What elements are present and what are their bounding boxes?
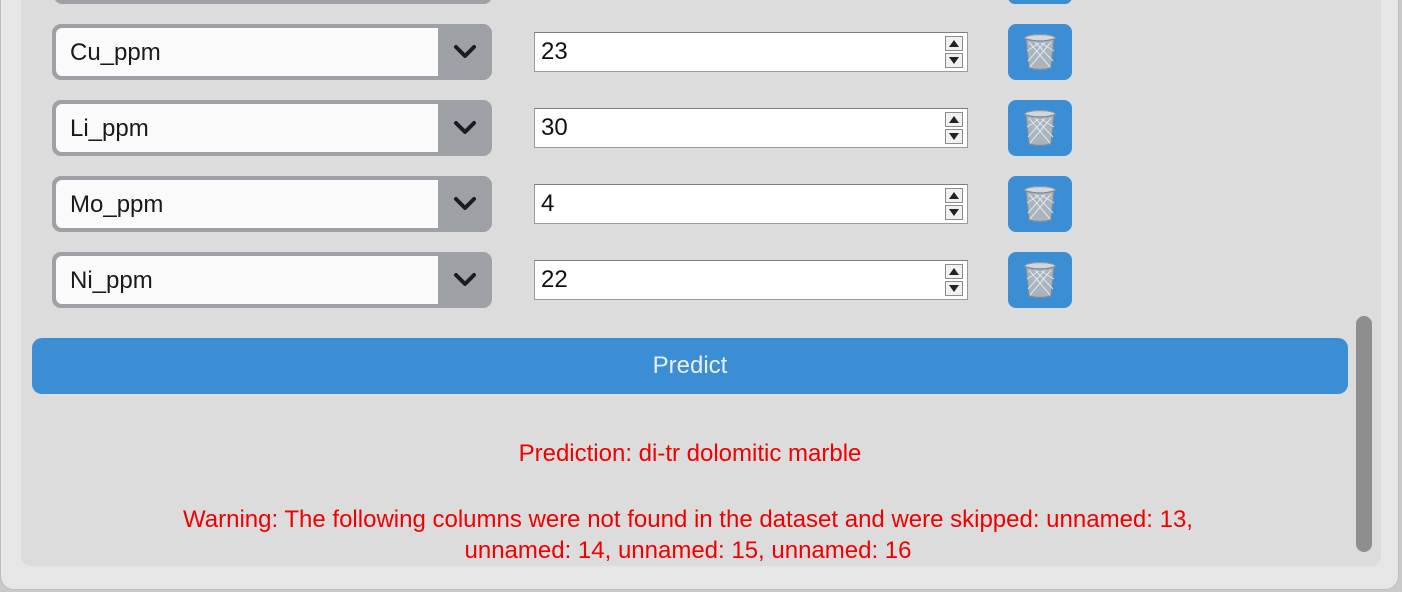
warning-message: Warning: The following columns were not … [100,504,1276,566]
predict-button[interactable]: Predict [32,338,1348,394]
feature-row: Mo_ppm 4 [0,176,1402,232]
delete-button[interactable] [1008,100,1072,156]
trash-icon [1024,109,1056,147]
arrow-down-icon[interactable] [945,53,963,68]
select-field: Ni_ppm [56,256,438,304]
select-value: Ni_ppm [70,267,153,294]
delete-button[interactable] [1008,252,1072,308]
trash-icon [1024,261,1056,299]
column-select[interactable]: Li_ppm [52,100,492,156]
warning-line: Warning: The following columns were not … [183,506,1193,533]
partial-delete-button[interactable] [1008,0,1072,4]
select-field: Cu_ppm [56,28,438,76]
trash-icon [1024,185,1056,223]
select-value: Mo_ppm [70,191,164,218]
prediction-text: Prediction: di-tr dolomitic marble [518,440,862,467]
partial-column-select[interactable] [54,0,492,4]
arrow-up-icon[interactable] [945,112,963,127]
column-select[interactable]: Mo_ppm [52,176,492,232]
select-field: Mo_ppm [56,180,438,228]
value-input[interactable]: 22 [541,266,568,293]
select-value: Cu_ppm [70,39,161,66]
arrow-up-icon[interactable] [945,264,963,279]
warning-line: unnamed: 14, unnamed: 15, unnamed: 16 [464,537,912,564]
feature-row: Ni_ppm 22 [0,252,1402,308]
stepper[interactable] [945,264,963,296]
stepper[interactable] [945,112,963,144]
arrow-up-icon[interactable] [945,188,963,203]
value-input[interactable]: 23 [541,38,568,65]
column-select[interactable]: Ni_ppm [52,252,492,308]
chevron-down-icon[interactable] [438,176,492,232]
value-spinbox[interactable]: 4 [534,184,968,224]
delete-button[interactable] [1008,176,1072,232]
arrow-down-icon[interactable] [945,129,963,144]
chevron-down-icon[interactable] [438,100,492,156]
value-spinbox[interactable]: 23 [534,32,968,72]
stepper[interactable] [945,188,963,220]
delete-button[interactable] [1008,24,1072,80]
value-spinbox[interactable]: 22 [534,260,968,300]
feature-row: Cu_ppm 23 [0,24,1402,80]
value-spinbox[interactable]: 30 [534,108,968,148]
arrow-down-icon[interactable] [945,281,963,296]
arrow-down-icon[interactable] [945,205,963,220]
stepper[interactable] [945,36,963,68]
chevron-down-icon[interactable] [438,24,492,80]
select-field: Li_ppm [56,104,438,152]
chevron-down-icon[interactable] [438,252,492,308]
column-select[interactable]: Cu_ppm [52,24,492,80]
trash-icon [1024,33,1056,71]
select-value: Li_ppm [70,115,149,142]
feature-row: Li_ppm 30 [0,100,1402,156]
value-input[interactable]: 4 [541,190,555,217]
value-input[interactable]: 30 [541,114,568,141]
arrow-up-icon[interactable] [945,36,963,51]
vertical-scrollbar[interactable] [1356,316,1372,552]
